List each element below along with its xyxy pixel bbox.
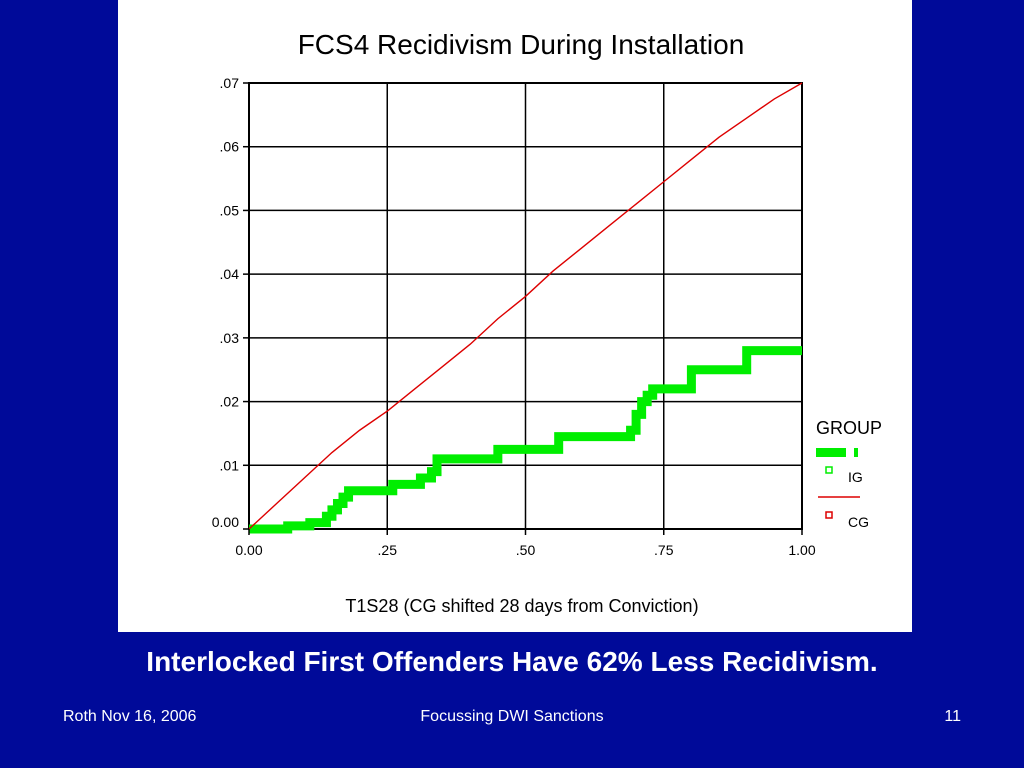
y-tick-label-3: .03 [220,330,240,346]
legend-label-ig: IG [848,469,863,485]
x-tick-label-0: 0.00 [235,542,262,558]
footer-presentation-title: Focussing DWI Sanctions [420,708,604,725]
legend-swatch-ig [816,448,846,457]
y-tick-label-0: 0.00 [212,514,239,530]
y-tick-label-5: .05 [220,202,240,218]
y-tick-label-7: .07 [220,75,240,91]
legend-item-ig: IG [816,448,863,485]
series-line-ig [249,346,802,534]
x-tick-label-1: .25 [378,542,398,558]
y-tick-label-1: .01 [220,457,240,473]
y-tick-label-4: .04 [220,266,240,282]
legend-item-cg: CG [818,496,869,530]
y-tick-label-2: .02 [220,394,240,410]
footer-slide-number: 11 [944,708,961,725]
slide-headline: Interlocked First Offenders Have 62% Les… [146,646,878,677]
x-tick-label-2: .50 [516,542,536,558]
legend-title: GROUP [816,418,882,438]
y-axis-ticks: 0.00 .01 .02 .03 .04 .05 .06 .07 [212,75,249,530]
x-axis-label: T1S28 (CG shifted 28 days from Convictio… [345,596,698,616]
footer-author-date: Roth Nov 16, 2006 [63,708,197,725]
x-tick-label-4: 1.00 [788,542,815,558]
legend-swatch-ig-tick [854,448,858,457]
legend: GROUP IG CG [816,418,882,530]
grid [248,82,803,530]
series-layer [248,82,803,534]
x-tick-label-3: .75 [654,542,674,558]
x-axis-ticks: 0.00 .25 .50 .75 1.00 [235,529,816,558]
legend-label-cg: CG [848,514,869,530]
chart-panel: FCS4 Recidivism During Installation 0.00… [118,0,912,632]
legend-marker-ig [825,466,833,474]
series-line-cg [248,82,803,530]
legend-marker-cg [825,511,833,519]
y-tick-label-6: .06 [220,139,240,155]
chart-title: FCS4 Recidivism During Installation [298,29,745,60]
recidivism-chart: FCS4 Recidivism During Installation 0.00… [212,29,882,616]
